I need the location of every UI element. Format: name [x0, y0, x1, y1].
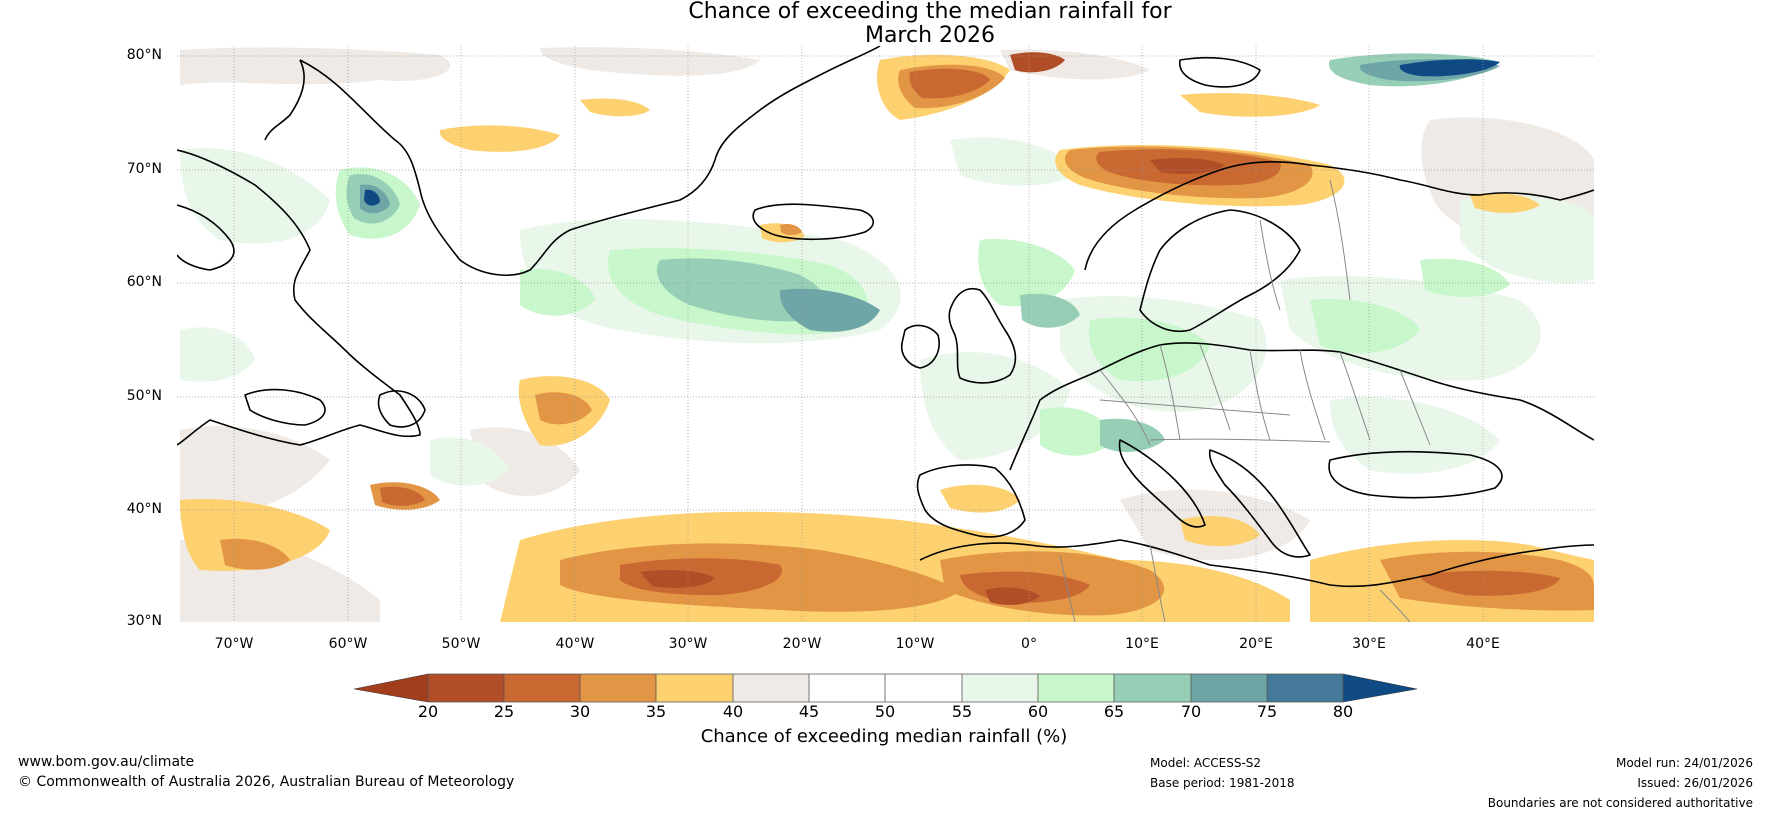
lon-label-30w: 30°W: [668, 636, 708, 652]
colorbar-tick-55: 55: [951, 702, 973, 721]
iceland-coast: [752, 203, 874, 241]
colorbar-tick-45: 45: [798, 702, 820, 721]
lon-label-0: 0°: [1021, 636, 1037, 652]
model-run-text: Model run: 24/01/2026: [1615, 756, 1753, 770]
map-title: Chance of exceeding the median rainfall …: [0, 0, 1770, 48]
lon-label-30e: 30°E: [1352, 636, 1386, 652]
colorbar-tick-75: 75: [1256, 702, 1278, 721]
colorbar-tick-80: 80: [1332, 702, 1354, 721]
colorbar-bin-70-75: [1191, 674, 1267, 702]
colorbar-tick-40: 40: [722, 702, 744, 721]
disclaimer-text: Boundaries are not considered authoritat…: [1487, 796, 1753, 810]
lon-label-20e: 20°E: [1239, 636, 1273, 652]
colorbar-tick-25: 25: [493, 702, 515, 721]
country-borders: [1059, 179, 1431, 622]
lat-label-30n: 30°N: [126, 613, 162, 629]
north-america-coast: [177, 149, 421, 446]
north-africa-coast: [919, 539, 1594, 588]
europe-coast: [1009, 342, 1594, 471]
colorbar-bin-55-60: [962, 674, 1038, 702]
svalbard-coast: [1179, 56, 1261, 88]
colorbar-bin-50-55: [885, 674, 962, 702]
rainfall-probability-fields: [180, 47, 1594, 622]
issued-text: Issued: 26/01/2026: [1637, 776, 1753, 790]
colorbar-bin-40-45: [733, 674, 809, 702]
lon-label-70w: 70°W: [214, 636, 254, 652]
lon-label-10w: 10°W: [895, 636, 935, 652]
lon-label-40w: 40°W: [555, 636, 595, 652]
lat-label-50n: 50°N: [126, 388, 162, 404]
lat-label-80n: 80°N: [126, 47, 162, 63]
newfoundland-coast: [377, 390, 426, 428]
colorbar-tick-30: 30: [569, 702, 591, 721]
colorbar-bin-60-65: [1038, 674, 1114, 702]
colorbar-label: Chance of exceeding median rainfall (%): [700, 726, 1068, 747]
lon-label-60w: 60°W: [328, 636, 368, 652]
ireland-coast: [900, 324, 940, 369]
great-britain-coast: [948, 288, 1017, 384]
colorbar-tick-20: 20: [417, 702, 439, 721]
lon-label-20w: 20°W: [782, 636, 822, 652]
colorbar-low-arrow: [353, 673, 429, 703]
colorbar-bin-30-35: [580, 674, 656, 702]
colorbar-tick-50: 50: [874, 702, 896, 721]
scandinavia-coast: [1084, 160, 1594, 271]
lat-label-70n: 70°N: [126, 161, 162, 177]
colorbar-bin-25-30: [504, 674, 580, 702]
colorbar-bin-20-25: [428, 674, 504, 702]
base-period-text: Base period: 1981-2018: [1150, 776, 1295, 790]
italy-coast: [1118, 439, 1206, 528]
black-sea-coast: [1328, 450, 1503, 499]
lon-label-50w: 50°W: [441, 636, 481, 652]
model-text: Model: ACCESS-S2: [1150, 756, 1262, 770]
colorbar: [353, 673, 1418, 703]
graticule: [177, 46, 1594, 622]
colorbar-bin-75-80: [1267, 674, 1343, 702]
colorbar-bin-65-70: [1114, 674, 1191, 702]
greenland-coast: [299, 46, 881, 276]
title-line-1: Chance of exceeding the median rainfall …: [688, 0, 1172, 24]
colorbar-bin-35-40: [656, 674, 733, 702]
colorbar-bin-45-50: [809, 674, 885, 702]
lat-label-40n: 40°N: [126, 501, 162, 517]
website-link[interactable]: www.bom.gov.au/climate: [18, 754, 195, 770]
colorbar-high-arrow: [1342, 673, 1418, 703]
colorbar-tick-35: 35: [645, 702, 667, 721]
title-line-2: March 2026: [864, 23, 996, 48]
colorbar-tick-60: 60: [1027, 702, 1049, 721]
copyright-text: © Commonwealth of Australia 2026, Austra…: [18, 774, 515, 790]
colorbar-tick-65: 65: [1103, 702, 1125, 721]
coastlines: [177, 46, 1594, 588]
lon-label-40e: 40°E: [1466, 636, 1500, 652]
colorbar-tick-70: 70: [1180, 702, 1202, 721]
lon-label-10e: 10°E: [1125, 636, 1159, 652]
lat-label-60n: 60°N: [126, 274, 162, 290]
